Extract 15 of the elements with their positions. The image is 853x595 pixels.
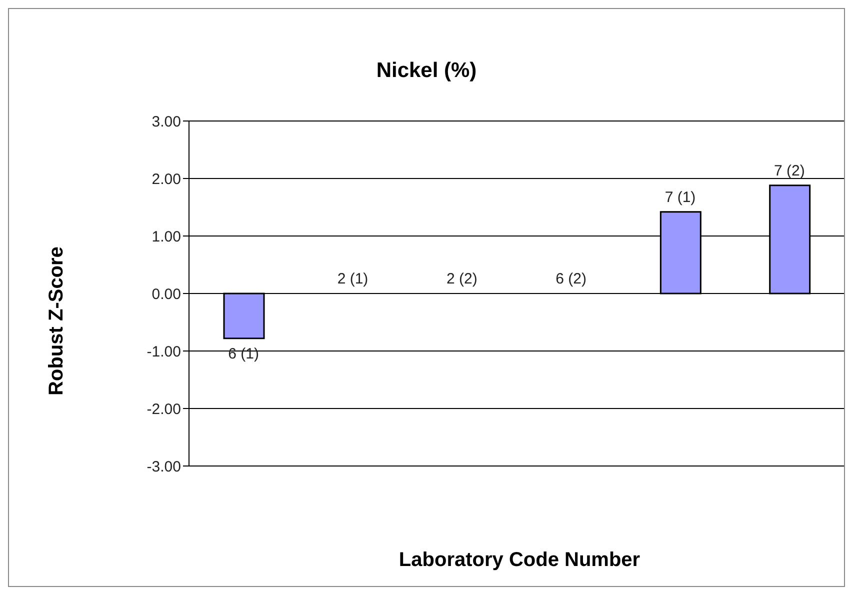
y-axis-title: Robust Z-Score: [46, 246, 68, 396]
y-tick-label: 1.00: [152, 228, 181, 246]
y-tick-label: 2.00: [152, 170, 181, 188]
x-axis-title: Laboratory Code Number: [398, 549, 642, 572]
y-tick-label: 3.00: [152, 113, 181, 130]
x-tick-label: 7 (1): [664, 188, 696, 206]
y-tick-label: -1.00: [146, 343, 181, 360]
x-tick-label: 6 (2): [556, 270, 587, 288]
y-tick-label: 0.00: [152, 286, 181, 303]
chart-title: Nickel (%): [375, 59, 478, 83]
x-tick-label: 7 (2): [774, 162, 805, 180]
y-tick-label: -3.00: [146, 458, 181, 476]
x-tick-label: 2 (1): [337, 270, 368, 288]
y-tick-label: -2.00: [146, 400, 181, 418]
x-tick-label: 2 (2): [446, 270, 478, 288]
